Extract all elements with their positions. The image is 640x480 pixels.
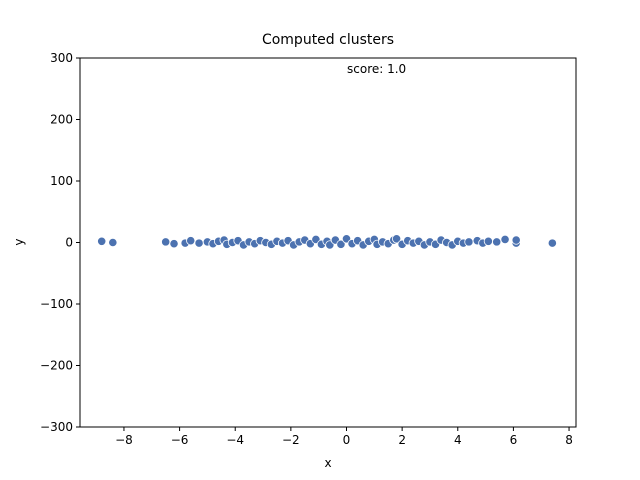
point [169,239,179,249]
y-axis-label: y [12,238,26,245]
point [161,237,171,247]
y-tick-label: −200 [40,359,73,373]
x-tick-label: −2 [282,433,300,447]
point [511,235,521,245]
point [97,236,107,246]
y-tick-label: −100 [40,297,73,311]
x-tick-label: 2 [398,433,406,447]
x-tick-label: 8 [565,433,573,447]
point [336,239,346,249]
point [108,237,118,248]
x-tick-label: 4 [454,433,462,447]
point [186,236,196,246]
x-tick-label: 0 [343,433,351,447]
x-axis-label: x [324,456,331,470]
point [492,237,502,247]
point [391,234,402,244]
x-tick-label: −4 [226,433,244,447]
y-tick-label: 100 [50,174,73,188]
point [194,238,204,248]
point [500,234,510,245]
y-tick-label: −300 [40,420,73,434]
point [547,238,557,248]
chart-title: Computed clusters [262,32,394,48]
y-tick-label: 200 [50,113,73,127]
y-tick-label: 0 [65,236,73,250]
point [464,237,474,247]
x-tick-label: −8 [115,433,133,447]
point [483,236,493,246]
x-tick-label: 6 [510,433,518,447]
y-tick-label: 300 [50,51,73,65]
x-tick-label: −6 [171,433,189,447]
annotation: score: 1.0 [347,62,406,76]
